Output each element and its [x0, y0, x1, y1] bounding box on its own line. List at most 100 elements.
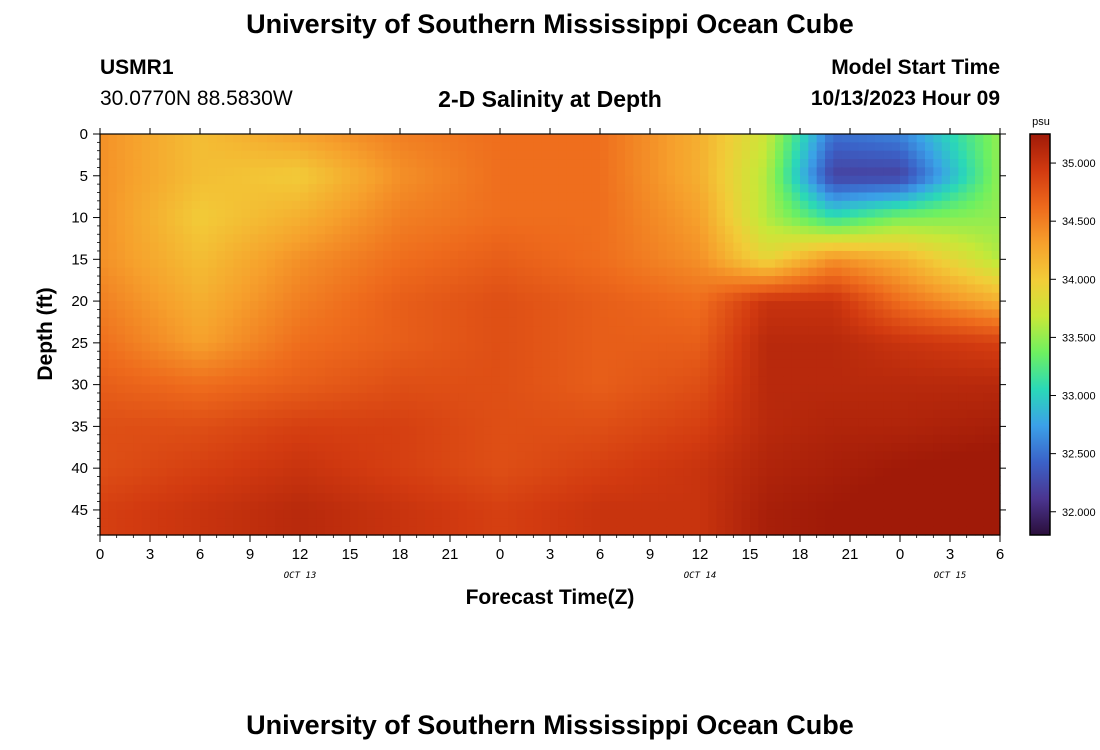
- heatmap-cell: [425, 359, 434, 369]
- heatmap-cell: [300, 225, 309, 235]
- heatmap-cell: [216, 376, 226, 386]
- heatmap-cell: [366, 484, 376, 494]
- heatmap-cell: [958, 175, 968, 185]
- heatmap-cell: [350, 134, 359, 143]
- heatmap-cell: [125, 493, 134, 503]
- heatmap-cell: [375, 351, 384, 361]
- heatmap-cell: [566, 267, 576, 277]
- heatmap-cell: [775, 242, 784, 252]
- heatmap-cell: [600, 317, 609, 327]
- heatmap-cell: [541, 367, 551, 377]
- heatmap-cell: [441, 292, 451, 302]
- heatmap-cell: [891, 493, 901, 503]
- heatmap-cell: [983, 326, 993, 336]
- heatmap-cell: [175, 434, 184, 444]
- heatmap-cell: [608, 493, 618, 503]
- heatmap-cell: [266, 167, 276, 177]
- heatmap-cell: [316, 418, 326, 427]
- heatmap-cell: [241, 434, 251, 444]
- heatmap-cell: [325, 434, 334, 444]
- heatmap-cell: [183, 142, 193, 152]
- heatmap-cell: [416, 209, 426, 219]
- heatmap-cell: [258, 150, 268, 160]
- heatmap-cell: [666, 334, 676, 344]
- heatmap-cell: [375, 384, 384, 394]
- heatmap-cell: [291, 401, 301, 411]
- heatmap-cell: [191, 150, 201, 160]
- heatmap-cell: [808, 317, 818, 327]
- heatmap-cell: [475, 501, 484, 511]
- heatmap-cell: [350, 401, 359, 411]
- heatmap-cell: [533, 309, 543, 319]
- heatmap-cell: [316, 359, 326, 369]
- heatmap-cell: [766, 301, 776, 311]
- heatmap-cell: [366, 167, 376, 177]
- heatmap-cell: [141, 217, 151, 227]
- heatmap-cell: [841, 242, 851, 252]
- heatmap-cell: [291, 367, 301, 377]
- heatmap-cell: [808, 267, 818, 277]
- heatmap-cell: [441, 225, 451, 235]
- heatmap-cell: [883, 242, 893, 252]
- heatmap-cell: [891, 150, 901, 160]
- heatmap-cell: [925, 409, 934, 419]
- heatmap-cell: [341, 426, 351, 436]
- heatmap-cell: [491, 234, 501, 244]
- heatmap-cell: [758, 225, 768, 235]
- heatmap-cell: [341, 192, 351, 202]
- heatmap-cell: [841, 259, 851, 269]
- heatmap-cell: [991, 501, 1001, 511]
- heatmap-cell: [133, 159, 143, 169]
- heatmap-cell: [583, 418, 593, 427]
- heatmap-cell: [541, 418, 551, 427]
- heatmap-cell: [600, 267, 609, 277]
- heatmap-cell: [416, 301, 426, 311]
- heatmap-cell: [800, 142, 809, 152]
- heatmap-cell: [658, 484, 668, 494]
- heatmap-cell: [375, 167, 384, 177]
- heatmap-cell: [641, 509, 651, 519]
- heatmap-cell: [633, 167, 643, 177]
- heatmap-cell: [208, 409, 218, 419]
- heatmap-cell: [600, 309, 609, 319]
- heatmap-cell: [141, 200, 151, 210]
- heatmap-cell: [241, 342, 251, 352]
- heatmap-cell: [800, 326, 809, 336]
- heatmap-cell: [858, 159, 868, 169]
- heatmap-cell: [300, 259, 309, 269]
- heatmap-cell: [633, 142, 643, 152]
- heatmap-cell: [608, 501, 618, 511]
- heatmap-cell: [400, 459, 409, 469]
- heatmap-cell: [116, 184, 126, 194]
- heatmap-cell: [750, 150, 759, 160]
- heatmap-cell: [608, 401, 618, 411]
- heatmap-cell: [150, 267, 159, 277]
- heatmap-cell: [908, 150, 918, 160]
- heatmap-cell: [916, 317, 926, 327]
- heatmap-cell: [533, 351, 543, 361]
- heatmap-cell: [475, 184, 484, 194]
- heatmap-cell: [166, 409, 176, 419]
- heatmap-cell: [858, 468, 868, 478]
- heatmap-cell: [291, 292, 301, 302]
- heatmap-cell: [158, 359, 168, 369]
- heatmap-cell: [566, 259, 576, 269]
- heatmap-cell: [616, 200, 626, 210]
- heatmap-cell: [150, 518, 159, 528]
- heatmap-cell: [500, 392, 509, 402]
- heatmap-cell: [425, 317, 434, 327]
- heatmap-cell: [858, 501, 868, 511]
- heatmap-cell: [766, 276, 776, 285]
- heatmap-cell: [466, 309, 476, 319]
- heatmap-cell: [100, 384, 109, 394]
- heatmap-cell: [500, 242, 509, 252]
- heatmap-cell: [658, 134, 668, 143]
- heatmap-cell: [658, 259, 668, 269]
- heatmap-cell: [133, 175, 143, 185]
- heatmap-cell: [683, 384, 693, 394]
- heatmap-cell: [733, 468, 743, 478]
- heatmap-cell: [591, 200, 601, 210]
- heatmap-cell: [900, 209, 909, 219]
- heatmap-cell: [691, 267, 701, 277]
- heatmap-cell: [991, 493, 1001, 503]
